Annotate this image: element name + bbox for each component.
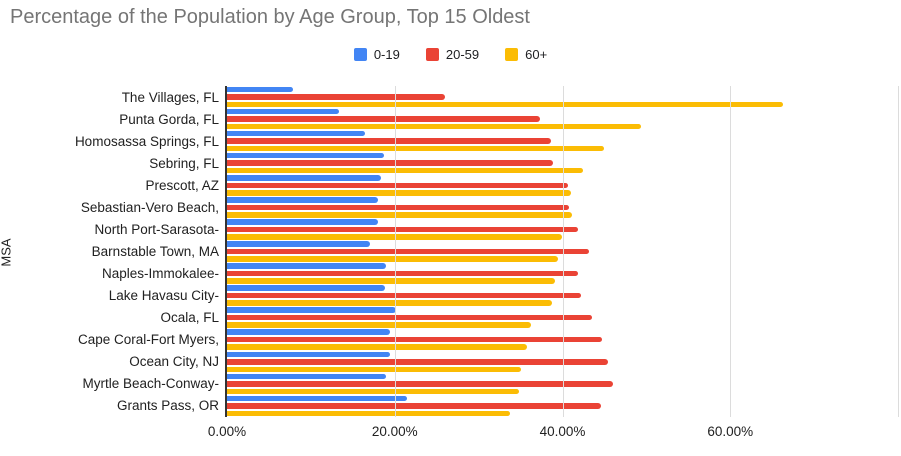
category-label: The Villages, FL (121, 89, 219, 105)
bar-20-59 (227, 270, 578, 277)
category-label: Homosassa Springs, FL (74, 133, 219, 149)
category-label: North Port-Sarasota- (94, 221, 219, 237)
category-label: Barnstable Town, MA (91, 243, 219, 259)
bar-60 (227, 167, 583, 174)
bar-60 (227, 300, 553, 306)
bar-60 (227, 190, 571, 196)
bar-group-grants-pass-or (227, 395, 898, 417)
bar-group-sebring-fl (227, 152, 898, 174)
bar-rows (227, 86, 898, 417)
bar-20-59 (227, 226, 579, 233)
category-label: Sebring, FL (149, 155, 219, 171)
bar-60 (227, 388, 519, 395)
bar-20-59 (227, 381, 613, 387)
x-axis-tick-label: 20.00% (371, 424, 418, 439)
bar-group-sebastian-vero-beach (227, 197, 898, 218)
category-label: Sebastian-Vero Beach, (80, 199, 219, 215)
category-label: Prescott, AZ (145, 177, 219, 193)
bar-0-19 (227, 373, 387, 380)
bar-0-19 (227, 175, 382, 181)
x-axis-tick-label: 0.00% (207, 424, 247, 439)
bar-60 (227, 366, 522, 373)
gridline (562, 86, 564, 417)
legend-label: 60+ (525, 47, 548, 62)
bar-group-north-port-sarasota (227, 219, 898, 240)
bar-group-the-villages-fl (227, 86, 898, 108)
bar-60 (227, 410, 511, 417)
bar-60 (227, 212, 572, 218)
bar-0-19 (227, 86, 294, 93)
bar-60 (227, 256, 559, 262)
bar-group-naples-immokalee (227, 263, 898, 284)
legend-item-20-59: 20-59 (425, 47, 480, 62)
bar-0-19 (227, 307, 396, 313)
category-label: Lake Havasu City- (108, 288, 219, 304)
bar-20-59 (227, 336, 602, 343)
bar-group-punta-gorda-fl (227, 108, 898, 130)
bar-0-19 (227, 197, 378, 203)
y-axis-line (225, 86, 227, 417)
bar-60 (227, 344, 528, 350)
bar-0-19 (227, 351, 390, 358)
bar-20-59 (227, 292, 581, 299)
legend-item-0-19: 0-19 (353, 47, 400, 62)
bar-20-59 (227, 94, 446, 100)
legend-swatch-icon (505, 48, 519, 61)
bar-20-59 (227, 160, 554, 166)
legend-swatch-icon (425, 48, 439, 61)
legend-label: 20-59 (445, 47, 480, 62)
legend-label: 0-19 (373, 47, 400, 62)
bar-20-59 (227, 182, 568, 189)
gridline (898, 86, 899, 417)
legend-swatch-icon (353, 48, 367, 61)
legend-item-60: 60+ (505, 47, 547, 62)
bar-0-19 (227, 263, 386, 269)
bar-0-19 (227, 219, 378, 225)
category-labels: The Villages, FL Punta Gorda, FL Homosassa… (0, 86, 219, 417)
x-axis-tick-label: 60.00% (707, 424, 754, 439)
bar-20-59 (227, 248, 590, 255)
category-label: Grants Pass, OR (116, 398, 219, 414)
category-label: Punta Gorda, FL (119, 111, 219, 127)
bar-60 (227, 234, 562, 240)
legend: 0-19 20-59 60+ (0, 47, 901, 62)
bar-60 (227, 278, 555, 284)
bar-group-ocala-fl (227, 307, 898, 328)
category-label: Cape Coral-Fort Myers, (77, 332, 219, 348)
bar-60 (227, 101, 784, 108)
gridline (394, 86, 396, 417)
bar-0-19 (227, 130, 366, 137)
bar-60 (227, 322, 531, 328)
bar-0-19 (227, 108, 340, 115)
bar-60 (227, 123, 642, 130)
category-label: Myrtle Beach-Conway- (82, 376, 219, 392)
bar-20-59 (227, 359, 608, 365)
x-axis-tick-label: 40.00% (539, 424, 586, 439)
bar-0-19 (227, 152, 384, 159)
bar-0-19 (227, 395, 408, 402)
chart-title: Percentage of the Population by Age Grou… (10, 6, 530, 28)
bar-20-59 (227, 403, 602, 409)
bar-group-ocean-city-nj (227, 351, 898, 373)
x-axis-tick-labels: 0.00% 20.00% 40.00% 60.00% (208, 424, 898, 442)
plot-area (225, 86, 899, 417)
bar-group-barnstable-town-ma (227, 241, 898, 262)
bar-20-59 (227, 138, 551, 144)
bar-0-19 (227, 241, 371, 247)
bar-group-lake-havasu-city (227, 285, 898, 306)
bar-20-59 (227, 314, 592, 321)
bar-group-myrtle-beach-conway (227, 373, 898, 395)
bar-60 (227, 145, 604, 152)
bar-20-59 (227, 204, 570, 211)
category-label: Ocala, FL (160, 310, 219, 326)
gridline (730, 86, 732, 417)
category-label: Naples-Immokalee- (101, 266, 219, 282)
category-label: Ocean City, NJ (129, 354, 219, 370)
bar-20-59 (227, 116, 540, 122)
bar-0-19 (227, 285, 385, 291)
bar-group-cape-coral-fort-myers (227, 329, 898, 350)
bar-0-19 (227, 329, 390, 335)
bar-group-prescott-az (227, 175, 898, 196)
bar-group-homosassa-springs-fl (227, 130, 898, 152)
